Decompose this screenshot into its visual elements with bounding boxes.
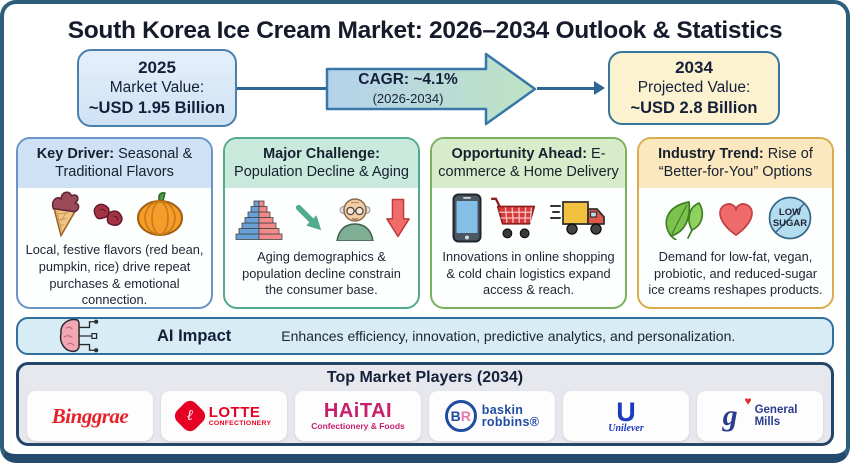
heart-icon: ♥ (744, 394, 752, 408)
card-body-text: Aging demographics & population decline … (242, 249, 401, 298)
lotte-wordmark: LOTTE (208, 403, 261, 421)
card-heading-rest: Rise of “Better-for-You” Options (658, 146, 813, 181)
top-market-players-panel: Top Market Players (2034) Binggrae ℓ LOT… (16, 362, 834, 446)
cagr-arrow: CAGR: ~4.1% (2026-2034) (325, 50, 539, 128)
heart-icon (718, 202, 753, 236)
card-header: Opportunity Ahead: E-commerce & Home Del… (432, 139, 625, 189)
delivery-truck-icon (549, 200, 605, 235)
smartphone-icon (452, 193, 481, 243)
red-beans-icon (93, 203, 123, 227)
card-major-challenge: Major Challenge: Population Decline & Ag… (223, 137, 420, 309)
card-body-text: Local, festive flavors (red bean, pumpki… (25, 242, 204, 308)
decline-arrow-icon (295, 204, 322, 230)
card-header: Major Challenge: Population Decline & Ag… (225, 139, 418, 189)
down-arrow-icon (386, 198, 410, 237)
general-wordmark: General (754, 403, 798, 416)
ai-impact-bar: AI Impact Enhances efficiency, innovatio… (16, 317, 834, 355)
end-label: Projected Value: (637, 79, 751, 97)
end-year: 2034 (675, 57, 713, 77)
lotte-subtext: CONFECTIONERY (208, 420, 272, 428)
start-year: 2025 (138, 57, 176, 77)
end-value: ~USD 2.8 Billion (630, 99, 758, 118)
general-mills-g-icon: g ♥ (722, 394, 752, 432)
card-icons (225, 188, 418, 247)
projected-value-2034-box: 2034 Projected Value: ~USD 2.8 Billion (608, 51, 780, 125)
low-sugar-text-line1: LOW (778, 207, 800, 218)
card-body-text: Innovations in online shopping & cold ch… (442, 249, 615, 298)
cagr-value: CAGR: ~4.1% (358, 71, 458, 89)
card-header: Industry Trend: Rise of “Better-for-You”… (639, 139, 832, 189)
binggrae-logo: Binggrae (27, 391, 153, 441)
card-heading-rest: Seasonal & Traditional Flavors (55, 146, 193, 181)
unilever-u-icon: U (616, 396, 636, 427)
general-mills-logo: g ♥ General Mills (697, 391, 823, 441)
leaves-icon (665, 200, 703, 240)
mills-wordmark: Mills (754, 416, 781, 428)
card-icons (432, 188, 625, 247)
cagr-period: (2026-2034) (372, 90, 444, 106)
population-pyramid-icon (235, 200, 283, 240)
card-body-text: Demand for low-fat, vegan, probiotic, an… (648, 249, 823, 298)
haitai-wordmark: HAiTAI (323, 400, 393, 423)
ice-cream-cone-icon (51, 191, 79, 238)
lotte-mark-icon: ℓ (171, 397, 209, 435)
players-title: Top Market Players (2034) (326, 369, 524, 386)
card-heading-term: Key Driver: (36, 146, 115, 162)
start-value: ~USD 1.95 Billion (88, 99, 226, 118)
card-opportunity: Opportunity Ahead: E-commerce & Home Del… (430, 137, 627, 309)
lotte-logo: ℓ LOTTE CONFECTIONERY (161, 391, 287, 441)
haitai-logo: HAiTAI Confectionery & Foods (295, 391, 421, 441)
cagr-text: CAGR: ~4.1% (2026-2034) (325, 50, 491, 128)
card-heading-rest: E-commerce & Home Delivery (438, 146, 619, 181)
low-sugar-badge-icon: LOW SUGAR (768, 196, 811, 240)
pumpkin-icon (136, 192, 183, 237)
card-heading-term: Industry Trend: (658, 146, 764, 162)
shopping-cart-icon (490, 197, 535, 238)
right-arrow-icon (325, 52, 537, 126)
unilever-wordmark: Unilever (608, 422, 644, 434)
connector-line-left (237, 87, 327, 90)
connector-arrowhead-icon (594, 80, 605, 95)
card-heading-rest: Population Decline & Aging (234, 164, 409, 181)
low-sugar-text-line2: SUGAR (772, 218, 806, 229)
start-label: Market Value: (109, 79, 205, 97)
market-flow: 2025 Market Value: ~USD 1.95 Billion CAG… (4, 47, 846, 131)
elderly-man-icon (336, 197, 374, 241)
haitai-subtext: Confectionery & Foods (311, 421, 405, 432)
card-heading-term: Opportunity Ahead: (451, 146, 588, 162)
card-heading-term: Major Challenge: (263, 146, 380, 162)
baskin-wordmark: baskin (481, 402, 524, 417)
page-title: South Korea Ice Cream Market: 2026–2034 … (67, 17, 783, 44)
card-industry-trend: Industry Trend: Rise of “Better-for-You”… (637, 137, 834, 309)
logo-row: Binggrae ℓ LOTTE CONFECTIONERY HAiTAI Co… (27, 391, 823, 441)
robbins-wordmark: robbins® (481, 415, 540, 429)
binggrae-wordmark: Binggrae (51, 403, 129, 428)
brain-circuit-icon (58, 317, 102, 355)
unilever-logo: U Unilever (563, 391, 689, 441)
card-icons (18, 188, 211, 240)
connector-line-right (537, 87, 595, 90)
card-key-driver: Key Driver: Seasonal & Traditional Flavo… (16, 137, 213, 309)
market-value-2025-box: 2025 Market Value: ~USD 1.95 Billion (77, 49, 237, 127)
ai-impact-label: AI Impact (157, 326, 232, 345)
card-icons: LOW SUGAR (639, 188, 832, 247)
insight-cards: Key Driver: Seasonal & Traditional Flavo… (16, 137, 834, 309)
ai-impact-text: Enhances efficiency, innovation, predict… (281, 328, 736, 344)
card-header: Key Driver: Seasonal & Traditional Flavo… (18, 139, 211, 189)
